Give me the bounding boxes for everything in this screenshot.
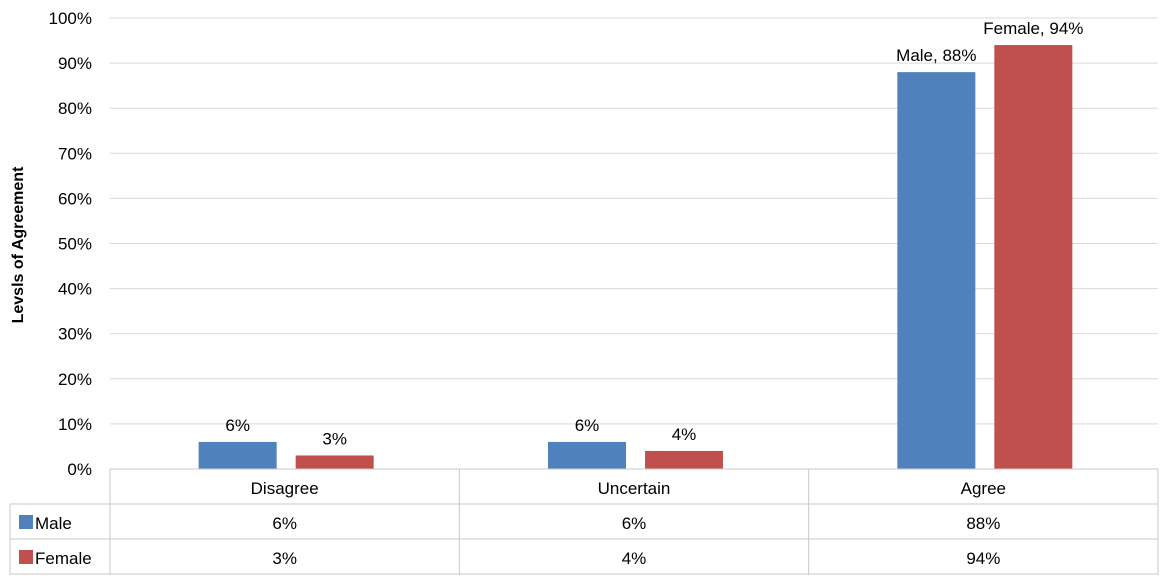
data-label-male: 6% (575, 416, 600, 435)
category-label: Uncertain (598, 479, 671, 498)
legend-name-male: Male (35, 514, 72, 533)
data-table: Disagree Uncertain Agree Male 6% 6% 88% Female 3… (9, 468, 1159, 575)
y-tick-label: 70% (58, 144, 92, 163)
y-axis-label: Levsls of Agreement (10, 166, 27, 323)
table-cell: 6% (272, 514, 297, 533)
category-label: Agree (961, 479, 1006, 498)
y-tick-label: 90% (58, 54, 92, 73)
table-cell: 6% (622, 514, 647, 533)
bar-male (897, 72, 976, 470)
y-tick-label: 100% (49, 9, 92, 28)
data-label-male: 6% (225, 416, 250, 435)
y-tick-label: 20% (58, 370, 92, 389)
table-cell: 3% (272, 549, 297, 568)
bar-male (548, 441, 626, 469)
table-cell: 94% (966, 549, 1000, 568)
legend-key-male (19, 515, 33, 529)
y-tick-label: 10% (58, 415, 92, 434)
bar-female (994, 45, 1073, 470)
category-label: Disagree (251, 479, 319, 498)
legend-name-female: Female (35, 549, 92, 568)
bar-female (295, 455, 374, 469)
legend-key-female (19, 550, 33, 564)
grid-lines (110, 17, 1158, 470)
table-cell: 4% (622, 549, 647, 568)
y-tick-label: 30% (58, 325, 92, 344)
data-label-male: Male, 88% (896, 46, 976, 65)
data-label-female: 4% (672, 425, 697, 444)
data-label-female: Female, 94% (983, 19, 1083, 38)
data-labels: 6% 3% 6% 4% Male, 88% Female, 94% (225, 19, 1083, 448)
y-axis-ticks: 0% 10% 20% 30% 40% 50% 60% 70% 80% 90% 100% (49, 9, 92, 479)
data-label-female: 3% (322, 429, 347, 448)
y-tick-label: 60% (58, 189, 92, 208)
y-tick-label: 80% (58, 99, 92, 118)
bars (198, 45, 1073, 470)
table-cell: 88% (966, 514, 1000, 533)
bar-female (645, 450, 723, 469)
y-tick-label: 50% (58, 235, 92, 254)
y-tick-label: 0% (67, 460, 92, 479)
bar-male (198, 441, 277, 469)
y-tick-label: 40% (58, 280, 92, 299)
